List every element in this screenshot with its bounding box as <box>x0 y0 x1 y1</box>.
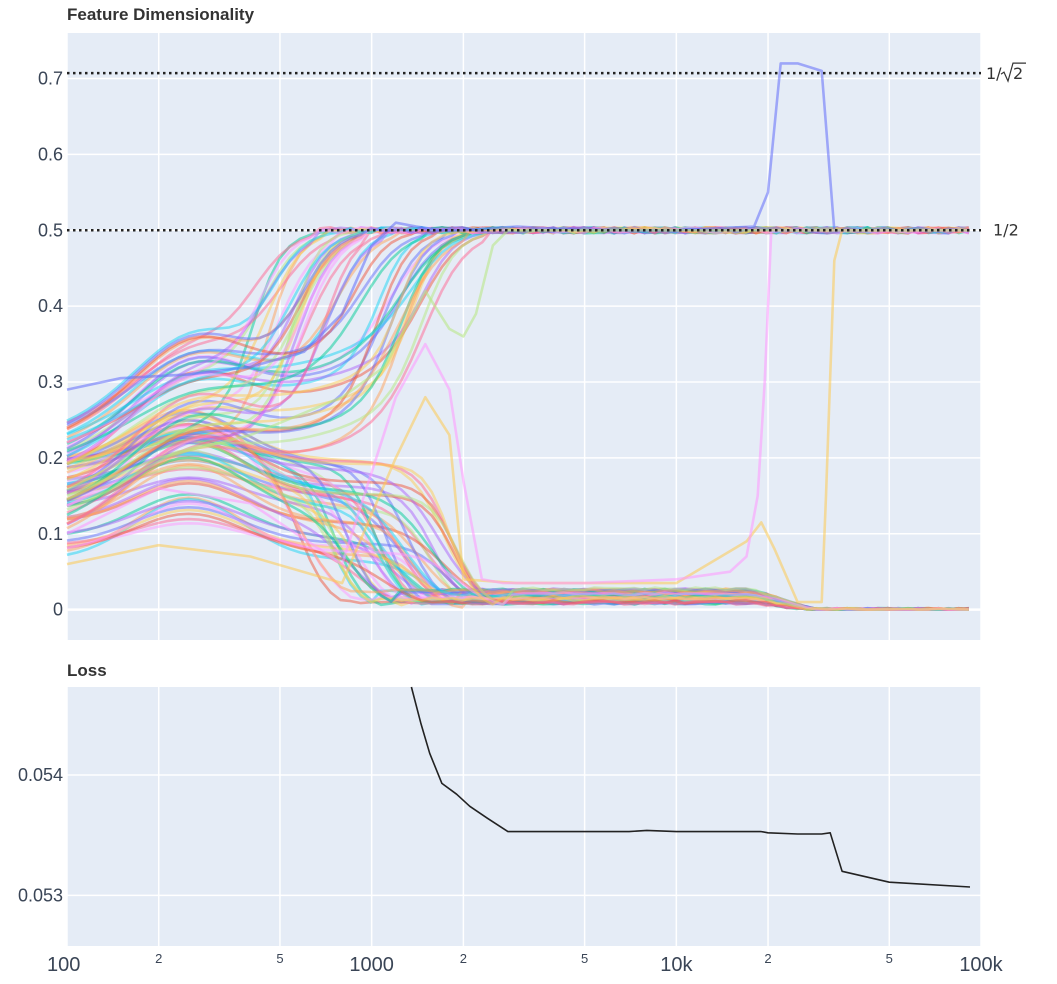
x-tick-label: 100k <box>959 954 1003 976</box>
x-tick-label: 1000 <box>349 954 394 976</box>
x-tick-label: 5 <box>886 951 893 966</box>
dimensionality-y-axis: 0 0.1 0.2 0.3 0.4 0.5 0.6 0.7 <box>38 69 63 620</box>
feature-trace <box>66 62 968 391</box>
x-tick-label: 2 <box>155 951 162 966</box>
y-tick-label: 0.2 <box>38 448 63 468</box>
feature-trace <box>66 226 969 425</box>
y-tick-label: 0.4 <box>38 296 63 316</box>
loss-gridlines <box>66 687 982 946</box>
radical-sign <box>1000 62 1026 83</box>
dimensionality-title: Feature Dimensionality <box>67 5 255 24</box>
reference-label-prefix: 1/ <box>986 64 1002 83</box>
x-tick-label: 10k <box>660 954 693 976</box>
y-tick-label: 0.7 <box>38 69 63 89</box>
y-tick-label: 0.053 <box>18 885 63 905</box>
x-tick-label: 2 <box>764 951 771 966</box>
dimensionality-plot-area <box>67 33 981 640</box>
shared-x-axis: 100 2 5 1000 2 5 10k 2 5 100k <box>47 951 1004 976</box>
y-tick-label: 0.1 <box>38 524 63 544</box>
loss-y-axis: 0.053 0.054 <box>18 765 63 905</box>
loss-line <box>410 686 971 888</box>
reference-label-inv-sqrt2: 1/ 2 <box>986 62 1026 83</box>
reference-label-radicand: 2 <box>1013 64 1023 83</box>
y-tick-label: 0 <box>53 600 63 620</box>
x-tick-label: 100 <box>47 954 80 976</box>
reference-label-half: 1/2 <box>993 220 1019 239</box>
reference-lines: 1/ 2 1/2 <box>67 62 1026 239</box>
dimensionality-highlighted-traces <box>66 62 968 604</box>
y-tick-label: 0.054 <box>18 765 63 785</box>
loss-traces <box>410 686 971 888</box>
y-tick-label: 0.3 <box>38 372 63 392</box>
x-tick-label: 5 <box>276 951 283 966</box>
loss-plot-area <box>67 687 981 946</box>
y-tick-label: 0.6 <box>38 144 63 164</box>
y-tick-label: 0.5 <box>38 220 63 240</box>
loss-title: Loss <box>67 661 107 680</box>
feature-trace <box>66 229 968 585</box>
feature-trace <box>66 229 968 498</box>
feature-trace <box>66 229 968 604</box>
x-tick-label: 2 <box>460 951 467 966</box>
x-tick-label: 5 <box>581 951 588 966</box>
